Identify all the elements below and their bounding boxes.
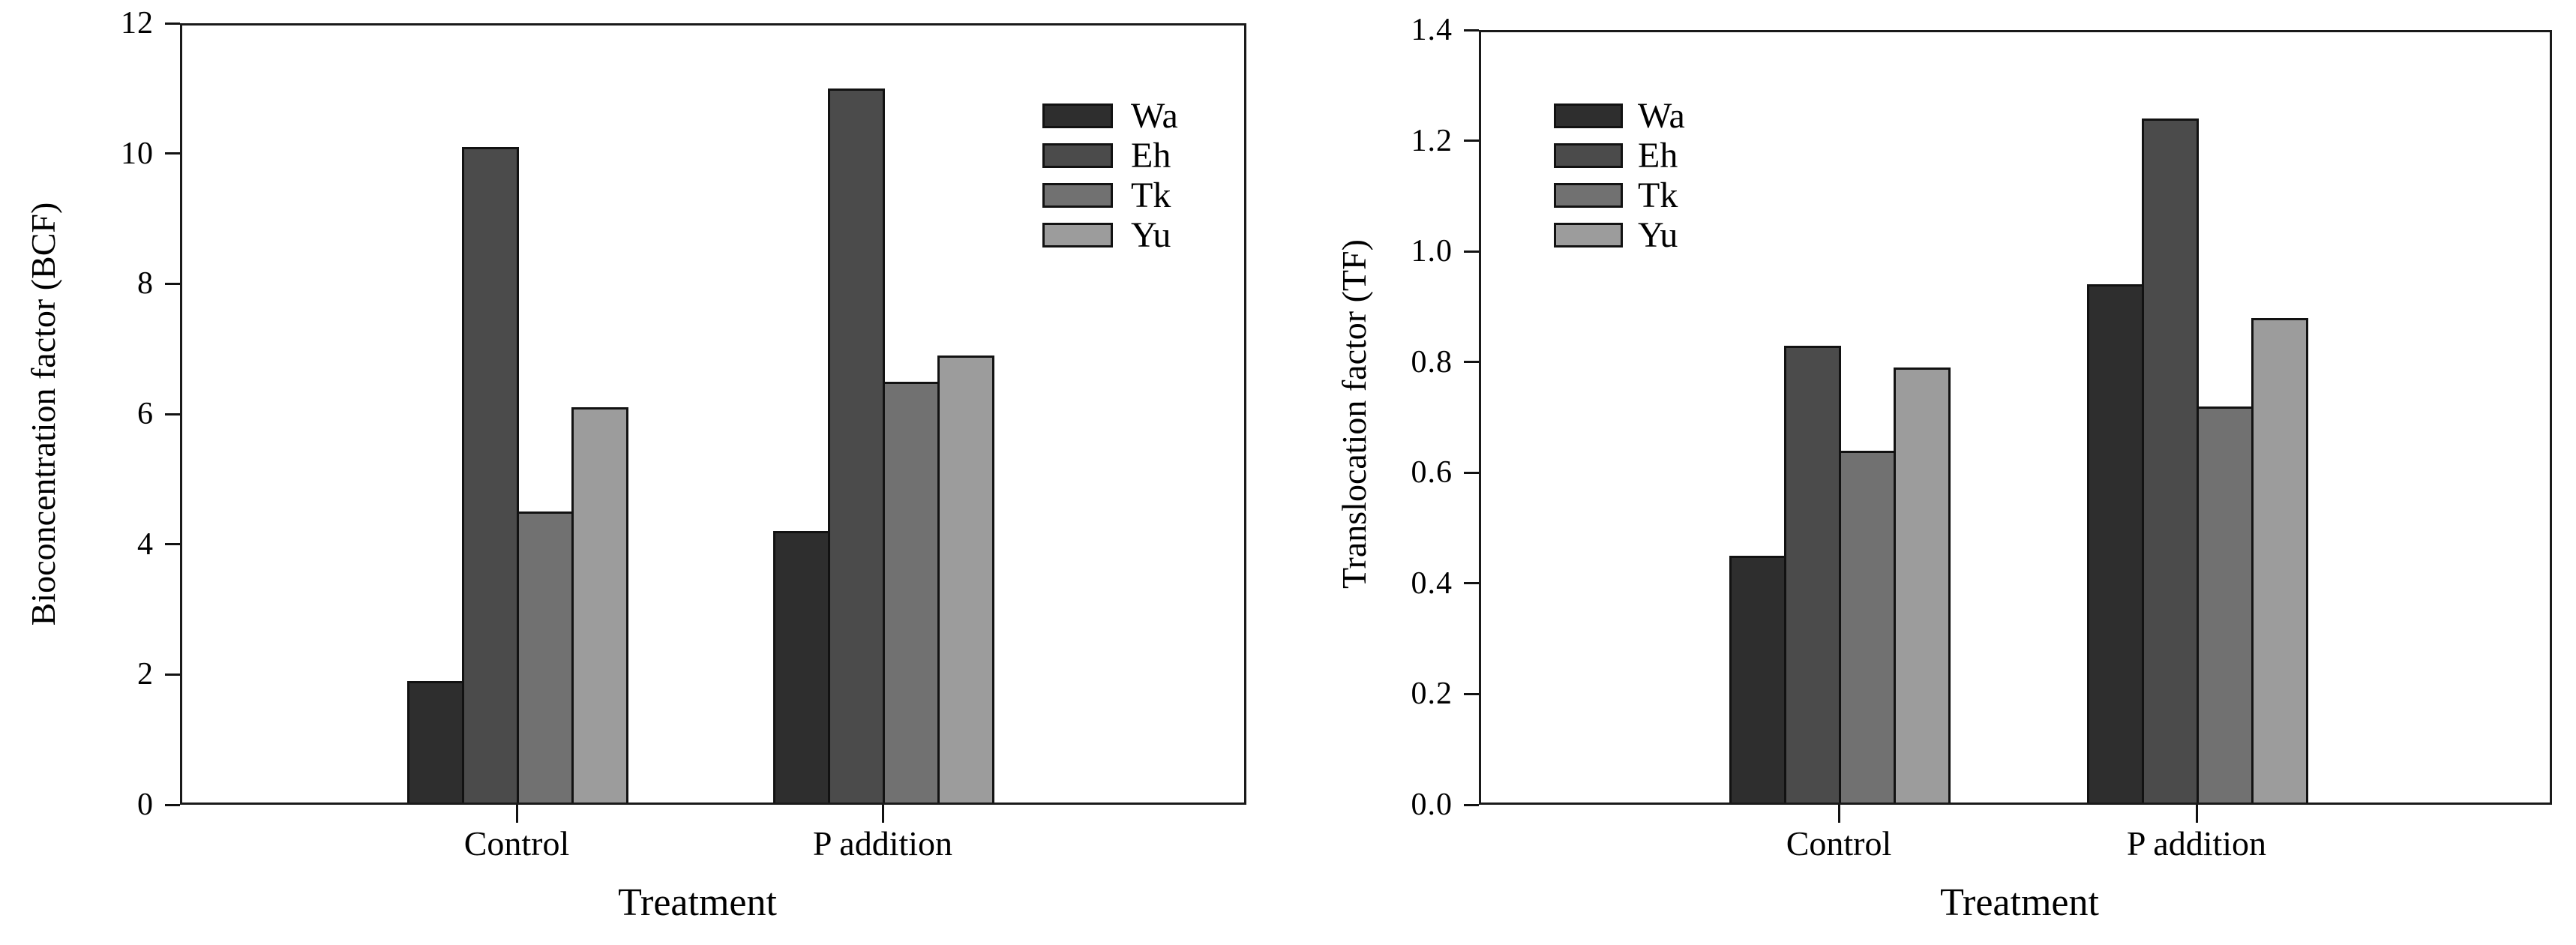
y-axis-tick [165, 152, 180, 155]
y-axis-tick [165, 543, 180, 546]
legend-label-eh: Eh [1638, 135, 1678, 176]
y-axis-tick [1464, 250, 1479, 253]
legend-swatch-yu [1554, 223, 1623, 248]
legend-label-tk: Tk [1638, 175, 1678, 215]
legend-swatch-yu [1042, 223, 1113, 248]
y-tick-label: 10 [121, 136, 154, 171]
category-label-p-addition: P addition [2126, 824, 2267, 862]
legend-label-yu: Yu [1131, 214, 1171, 255]
y-tick-label: 12 [121, 6, 154, 40]
y-axis-tick [165, 22, 180, 25]
legend-label-yu: Yu [1638, 214, 1678, 255]
bar-wa-control [407, 681, 464, 805]
legend-swatch-eh [1554, 143, 1623, 168]
legend-swatch-eh [1042, 143, 1113, 168]
bar-yu-control [1894, 368, 1951, 805]
bar-eh-control [1784, 345, 1841, 805]
legend-label-eh: Eh [1131, 135, 1171, 176]
y-tick-label: 0.8 [1411, 344, 1453, 380]
bar-tk-p-addition [2197, 406, 2254, 805]
y-tick-label: 1.0 [1411, 234, 1453, 269]
bar-yu-control [571, 407, 628, 805]
y-axis-tick [165, 282, 180, 285]
y-axis-tick [165, 673, 180, 676]
legend-swatch-wa [1554, 104, 1623, 128]
legend-label-tk: Tk [1131, 175, 1171, 215]
y-axis-tick [1464, 471, 1479, 474]
y-tick-label: 0.4 [1411, 566, 1453, 601]
y-axis-tick [1464, 28, 1479, 32]
y-tick-label: 6 [137, 397, 154, 431]
y-axis-tick [1464, 361, 1479, 364]
tf-x-axis-title: Treatment [1940, 881, 2099, 924]
category-label-control: Control [463, 824, 570, 862]
x-axis-tick [515, 805, 518, 823]
y-axis-tick [1464, 803, 1479, 806]
legend-label-wa: Wa [1638, 95, 1685, 136]
bar-yu-p-addition [937, 355, 994, 805]
y-axis-tick [165, 803, 180, 806]
bar-tk-control [1839, 450, 1896, 805]
y-tick-label: 0.0 [1411, 788, 1453, 822]
x-axis-tick [2195, 805, 2198, 823]
y-tick-label: 0.6 [1411, 455, 1453, 490]
bcf-x-axis-title: Treatment [618, 881, 777, 924]
bar-eh-control [462, 146, 519, 805]
y-tick-label: 1.4 [1411, 13, 1453, 47]
legend-label-wa: Wa [1131, 95, 1178, 136]
bar-yu-p-addition [2251, 317, 2308, 805]
bar-eh-p-addition [2142, 118, 2199, 805]
category-label-p-addition: P addition [812, 824, 953, 862]
category-label-control: Control [1786, 824, 1892, 862]
y-tick-label: 8 [137, 266, 154, 302]
y-axis-tick [1464, 582, 1479, 585]
y-tick-label: 4 [137, 526, 154, 562]
y-tick-label: 2 [137, 657, 154, 692]
x-axis-tick [1837, 805, 1840, 823]
y-axis-tick [165, 412, 180, 416]
legend-swatch-wa [1042, 104, 1113, 128]
y-axis-tick [1464, 692, 1479, 695]
bar-tk-p-addition [883, 381, 940, 805]
bar-wa-control [1729, 555, 1786, 805]
y-axis-tick [1464, 140, 1479, 142]
y-tick-label: 1.2 [1411, 123, 1453, 158]
bar-wa-p-addition [2087, 284, 2144, 805]
y-tick-label: 0.2 [1411, 676, 1453, 712]
legend-swatch-tk [1554, 183, 1623, 208]
legend-swatch-tk [1042, 183, 1113, 208]
y-tick-label: 0 [137, 788, 154, 822]
tf-y-axis-title: Translocation factor (TF) [1335, 239, 1373, 589]
x-axis-tick [881, 805, 884, 823]
